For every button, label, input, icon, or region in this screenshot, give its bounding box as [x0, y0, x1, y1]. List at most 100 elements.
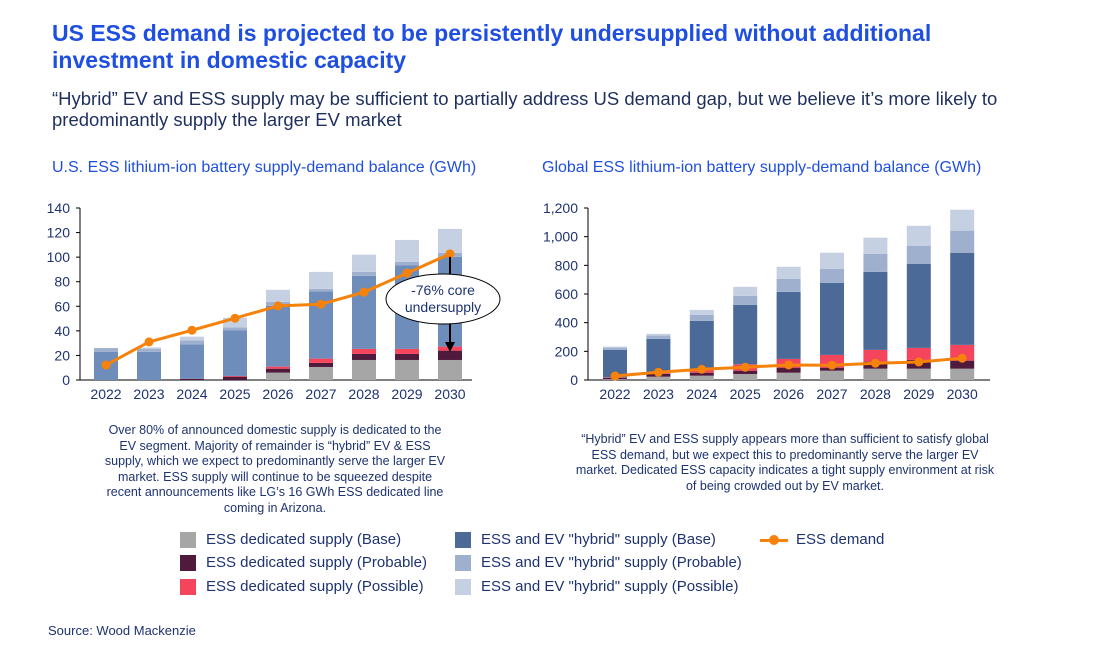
us-demand-point — [144, 337, 154, 347]
global-demand-point — [870, 358, 880, 368]
legend-swatch — [455, 531, 471, 548]
us-y-tick-label: 0 — [62, 372, 70, 388]
us-bar-ded-prob — [438, 350, 462, 360]
us-bar-hyb-poss — [352, 254, 376, 272]
global-bar-hyb-prob — [776, 278, 801, 292]
us-bar-hyb-prob — [223, 327, 247, 331]
global-bar-hyb-base — [950, 252, 975, 345]
slide-title: US ESS demand is projected to be persist… — [52, 20, 932, 73]
global-demand-point — [610, 371, 620, 381]
us-bar-hyb-prob — [395, 261, 419, 266]
us-bar-ded-poss — [395, 348, 419, 354]
legend-label: ESS and EV "hybrid" supply (Base) — [481, 531, 716, 548]
global-x-tick-label: 2030 — [947, 386, 978, 402]
us-x-tick-label: 2025 — [219, 386, 250, 402]
global-demand-point — [697, 364, 707, 374]
us-bar-ded-prob — [180, 378, 204, 380]
us-bar-hyb-base — [180, 344, 204, 379]
legend-swatch — [180, 531, 196, 548]
global-bar-ded-base — [689, 375, 714, 380]
legend-swatch — [180, 578, 196, 595]
global-y-tick-label: 600 — [555, 286, 579, 302]
global-bar-hyb-base — [820, 282, 844, 355]
global-bar-hyb-base — [689, 320, 714, 370]
global-bar-hyb-base — [776, 291, 801, 359]
global-bar-hyb-prob — [603, 347, 627, 350]
legend-label: ESS and EV "hybrid" supply (Probable) — [481, 554, 742, 571]
us-y-tick-label: 100 — [47, 249, 71, 265]
global-x-tick-label: 2025 — [730, 386, 761, 402]
global-bar-ded-prob — [776, 367, 801, 373]
us-x-tick-label: 2027 — [305, 386, 336, 402]
us-bar-ded-base — [395, 359, 419, 380]
us-demand-point — [445, 249, 455, 259]
us-bar-ded-base — [352, 359, 376, 380]
global-bar-hyb-poss — [689, 309, 714, 315]
global-bar-hyb-base — [906, 263, 931, 348]
global-bar-hyb-base — [646, 338, 671, 374]
global-y-tick-label: 0 — [570, 372, 578, 388]
global-bar-hyb-poss — [906, 225, 931, 246]
annotation-text: -76% core undersupply — [405, 282, 481, 315]
us-bar-ded-base — [266, 372, 290, 380]
global-bar-hyb-prob — [950, 230, 975, 253]
us-y-tick-label: 80 — [54, 274, 70, 290]
global-bar-hyb-prob — [906, 245, 931, 264]
legend-label: ESS and EV "hybrid" supply (Possible) — [481, 578, 739, 595]
us-bar-hyb-prob — [180, 340, 204, 345]
global-demand-point — [784, 360, 794, 370]
legend-label: ESS dedicated supply (Probable) — [206, 554, 427, 571]
source-note: Source: Wood Mackenzie — [48, 623, 196, 638]
global-bar-ded-poss — [950, 344, 975, 361]
legend-item-ded-base: ESS dedicated supply (Base) — [180, 531, 401, 548]
global-bar-hyb-poss — [820, 252, 844, 269]
us-bar-hyb-poss — [266, 289, 290, 302]
global-x-tick-label: 2026 — [773, 386, 804, 402]
us-bar-hyb-base — [352, 275, 376, 349]
global-bar-ded-prob — [950, 360, 975, 369]
us-chart-caption: Over 80% of announced domestic supply is… — [104, 423, 446, 515]
us-demand-point — [316, 299, 326, 309]
us-bar-ded-poss — [266, 366, 290, 369]
us-demand-point — [230, 313, 240, 323]
global-x-tick-label: 2023 — [643, 386, 674, 402]
global-y-tick-label: 200 — [555, 343, 579, 359]
global-bar-ded-base — [776, 372, 801, 380]
legend-line-marker — [760, 534, 788, 546]
legend-swatch — [455, 554, 471, 571]
us-y-tick-label: 120 — [47, 225, 71, 241]
global-demand-point — [740, 362, 750, 372]
global-bar-hyb-prob — [733, 295, 758, 305]
us-bar-hyb-prob — [352, 271, 376, 276]
legend-item-hyb-base: ESS and EV "hybrid" supply (Base) — [455, 531, 716, 548]
global-bar-ded-prob — [689, 372, 714, 376]
global-bar-hyb-prob — [820, 268, 844, 283]
us-bar-ded-prob — [352, 353, 376, 360]
us-y-tick-label: 60 — [54, 298, 70, 314]
legend-item-hyb-poss: ESS and EV "hybrid" supply (Possible) — [455, 578, 738, 595]
annotation-line: -76% core — [411, 282, 475, 298]
global-bar-hyb-poss — [646, 333, 671, 336]
us-bar-hyb-prob — [309, 288, 333, 292]
us-bar-ded-prob — [266, 368, 290, 373]
global-demand-point — [653, 367, 663, 377]
us-bar-hyb-poss — [309, 271, 333, 289]
legend-label: ESS demand — [796, 531, 885, 548]
legend: ESS dedicated supply (Base) ESS dedicate… — [180, 531, 900, 601]
global-x-tick-label: 2022 — [599, 386, 630, 402]
global-chart-caption: “Hybrid” EV and ESS supply appears more … — [575, 432, 995, 493]
us-bar-ded-prob — [395, 353, 419, 360]
us-chart-title: U.S. ESS lithium-ion battery supply-dema… — [52, 159, 477, 176]
global-bar-hyb-base — [863, 271, 888, 350]
global-bar-ded-poss — [863, 349, 888, 362]
global-bar-hyb-base — [733, 304, 758, 365]
global-chart-title: Global ESS lithium-ion battery supply-de… — [542, 159, 982, 176]
global-bar-ded-prob — [733, 370, 758, 374]
us-bar-ded-prob — [309, 362, 333, 367]
global-bar-ded-base — [646, 376, 671, 380]
global-bar-hyb-poss — [863, 237, 888, 254]
us-x-tick-label: 2029 — [391, 386, 422, 402]
global-bar-hyb-poss — [950, 209, 975, 231]
